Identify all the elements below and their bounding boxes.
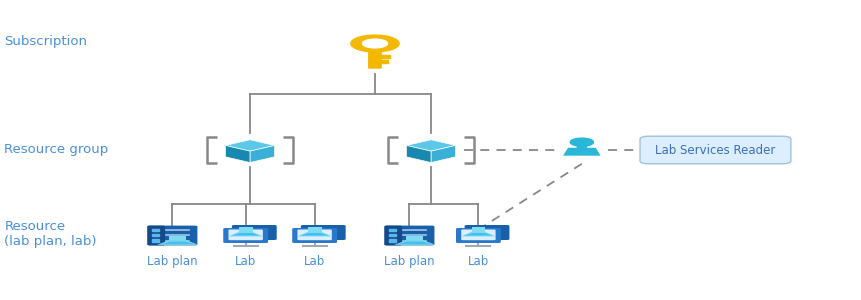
Polygon shape <box>430 146 455 163</box>
Text: Resource
(lab plan, lab): Resource (lab plan, lab) <box>4 220 96 248</box>
Circle shape <box>350 35 399 52</box>
FancyBboxPatch shape <box>464 225 509 240</box>
Polygon shape <box>300 233 329 236</box>
Circle shape <box>570 138 592 146</box>
Bar <box>152 234 158 236</box>
FancyBboxPatch shape <box>576 146 586 148</box>
FancyBboxPatch shape <box>232 225 276 240</box>
Polygon shape <box>161 242 194 244</box>
Polygon shape <box>228 232 263 236</box>
Text: Lab Services Reader: Lab Services Reader <box>654 143 775 157</box>
Polygon shape <box>461 232 495 236</box>
FancyBboxPatch shape <box>147 226 165 245</box>
FancyBboxPatch shape <box>228 230 263 240</box>
Text: Subscription: Subscription <box>4 35 87 49</box>
Bar <box>380 55 390 58</box>
Text: Lab: Lab <box>235 255 256 268</box>
Polygon shape <box>238 227 252 232</box>
Polygon shape <box>225 140 274 151</box>
Text: Lab: Lab <box>304 255 325 268</box>
Polygon shape <box>169 236 186 240</box>
Polygon shape <box>406 236 423 240</box>
Polygon shape <box>157 240 198 245</box>
Polygon shape <box>406 146 430 163</box>
FancyBboxPatch shape <box>223 228 268 243</box>
Bar <box>152 229 158 231</box>
FancyBboxPatch shape <box>455 228 500 243</box>
Polygon shape <box>562 148 600 156</box>
Text: Lab plan: Lab plan <box>384 255 434 268</box>
Polygon shape <box>225 146 250 163</box>
Polygon shape <box>463 233 492 236</box>
FancyBboxPatch shape <box>147 226 197 245</box>
FancyBboxPatch shape <box>639 136 790 164</box>
Polygon shape <box>250 146 274 163</box>
Bar <box>388 229 395 231</box>
Text: Lab plan: Lab plan <box>147 255 197 268</box>
Circle shape <box>362 39 387 48</box>
Bar <box>388 239 395 242</box>
FancyBboxPatch shape <box>368 51 381 69</box>
FancyBboxPatch shape <box>292 228 337 243</box>
Bar <box>152 239 158 242</box>
Text: Lab: Lab <box>468 255 488 268</box>
FancyBboxPatch shape <box>297 230 331 240</box>
Polygon shape <box>307 227 321 232</box>
Text: Resource group: Resource group <box>4 143 108 157</box>
Polygon shape <box>471 227 485 232</box>
Polygon shape <box>231 233 260 236</box>
FancyBboxPatch shape <box>384 226 402 245</box>
Polygon shape <box>406 140 455 151</box>
Polygon shape <box>398 242 430 244</box>
Polygon shape <box>393 240 435 245</box>
FancyBboxPatch shape <box>384 226 434 245</box>
Bar <box>388 234 395 236</box>
FancyBboxPatch shape <box>461 230 495 240</box>
Bar <box>380 60 387 63</box>
Polygon shape <box>297 232 331 236</box>
FancyBboxPatch shape <box>300 225 345 240</box>
